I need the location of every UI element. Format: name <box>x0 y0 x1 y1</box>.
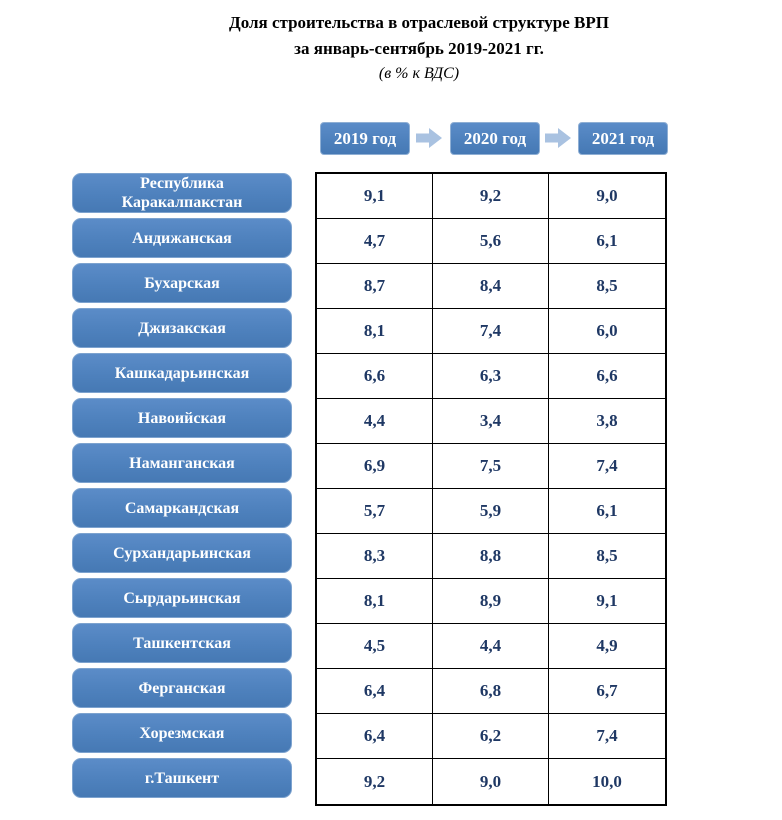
region-label: Ташкентская <box>72 623 292 663</box>
value-cell: 7,5 <box>433 444 549 489</box>
value-cell: 6,6 <box>317 354 433 399</box>
year-box-2019: 2019 год <box>320 122 410 155</box>
region-label-text: Сырдарьинская <box>123 589 241 607</box>
value-cell: 6,3 <box>433 354 549 399</box>
region-label: Самаркандская <box>72 488 292 528</box>
region-label-text: Ташкентская <box>133 634 231 652</box>
value-cell: 4,4 <box>433 624 549 669</box>
value-cell: 6,1 <box>549 219 665 264</box>
value-cell: 8,8 <box>433 534 549 579</box>
value-cell: 9,2 <box>433 174 549 219</box>
region-label: Андижанская <box>72 218 292 258</box>
value-cell: 8,9 <box>433 579 549 624</box>
value-cell: 4,7 <box>317 219 433 264</box>
value-cell: 6,9 <box>317 444 433 489</box>
year-label-2019: 2019 год <box>333 128 397 148</box>
value-cell: 7,4 <box>549 444 665 489</box>
region-label: Сурхандарьинская <box>72 533 292 573</box>
right-arrow-icon <box>416 128 442 148</box>
region-label-text: Андижанская <box>132 229 232 247</box>
value-cell: 9,0 <box>433 759 549 804</box>
title-line-1: Доля строительства в отраслевой структур… <box>229 13 609 32</box>
value-cell: 5,9 <box>433 489 549 534</box>
title-unit-note: (в % к ВДС) <box>378 65 460 82</box>
value-cell: 8,7 <box>317 264 433 309</box>
year-box-2020: 2020 год <box>450 122 540 155</box>
values-table: 9,1 9,2 9,0 4,7 5,6 6,1 8,7 8,4 8,5 8,1 7,4 6,0 6,6 6… <box>315 172 667 806</box>
value-cell: 9,1 <box>317 174 433 219</box>
region-label: Хорезмская <box>72 713 292 753</box>
value-cell: 5,6 <box>433 219 549 264</box>
region-label: Наманганская <box>72 443 292 483</box>
value-cell: 6,0 <box>549 309 665 354</box>
value-cell: 5,7 <box>317 489 433 534</box>
year-label-2021: 2021 год <box>591 128 655 148</box>
region-label: Ферганская <box>72 668 292 708</box>
year-box-2021: 2021 год <box>578 122 668 155</box>
right-arrow-icon <box>545 128 571 148</box>
region-label-text: Джизакская <box>138 319 226 337</box>
region-label-text: Кашкадарьинская <box>114 364 250 382</box>
value-cell: 8,1 <box>317 579 433 624</box>
region-label: Республика Каракалпакстан <box>72 173 292 213</box>
value-cell: 8,1 <box>317 309 433 354</box>
value-cell: 9,1 <box>549 579 665 624</box>
region-label-text: Сурхандарьинская <box>113 544 251 562</box>
value-cell: 8,4 <box>433 264 549 309</box>
region-labels: Республика Каракалпакстан Андижанская Буха… <box>72 173 292 798</box>
value-cell: 3,4 <box>433 399 549 444</box>
value-cell: 9,2 <box>317 759 433 804</box>
value-cell: 6,1 <box>549 489 665 534</box>
region-label-text: г.Ташкент <box>144 769 220 787</box>
value-cell: 7,4 <box>433 309 549 354</box>
region-label: Сырдарьинская <box>72 578 292 618</box>
value-cell: 3,8 <box>549 399 665 444</box>
value-cell: 4,5 <box>317 624 433 669</box>
value-cell: 10,0 <box>592 771 622 791</box>
value-cell: 6,4 <box>317 714 433 759</box>
figure-title: Доля строительства в отраслевой структур… <box>0 10 782 86</box>
value-cell: 6,7 <box>549 669 665 714</box>
value-cell: 4,9 <box>549 624 665 669</box>
region-label: Джизакская <box>72 308 292 348</box>
region-label-text: Бухарская <box>144 274 220 292</box>
value-cell: 6,6 <box>549 354 665 399</box>
year-label-2020: 2020 год <box>463 128 527 148</box>
value-cell: 9,0 <box>549 174 665 219</box>
value-cell: 8,5 <box>549 264 665 309</box>
title-line-2: за январь-сентябрь 2019-2021 гг. <box>294 39 544 58</box>
region-label-text: Хорезмская <box>139 724 225 742</box>
region-label-text: Навоийская <box>137 409 227 427</box>
value-cell: 6,4 <box>317 669 433 714</box>
value-cell: 7,4 <box>549 714 665 759</box>
region-label-text: Наманганская <box>129 454 235 472</box>
region-label: Навоийская <box>72 398 292 438</box>
value-cell: 6,2 <box>433 714 549 759</box>
region-label-text: Ферганская <box>138 679 226 697</box>
region-label: Бухарская <box>72 263 292 303</box>
region-label-text: Республика Каракалпакстан <box>121 175 243 211</box>
value-cell: 8,5 <box>549 534 665 579</box>
value-cell: 4,4 <box>317 399 433 444</box>
value-cell: 8,3 <box>317 534 433 579</box>
region-label: Кашкадарьинская <box>72 353 292 393</box>
region-label-text: Самаркандская <box>124 499 240 517</box>
value-cell: 6,8 <box>433 669 549 714</box>
region-label: г.Ташкент <box>72 758 292 798</box>
